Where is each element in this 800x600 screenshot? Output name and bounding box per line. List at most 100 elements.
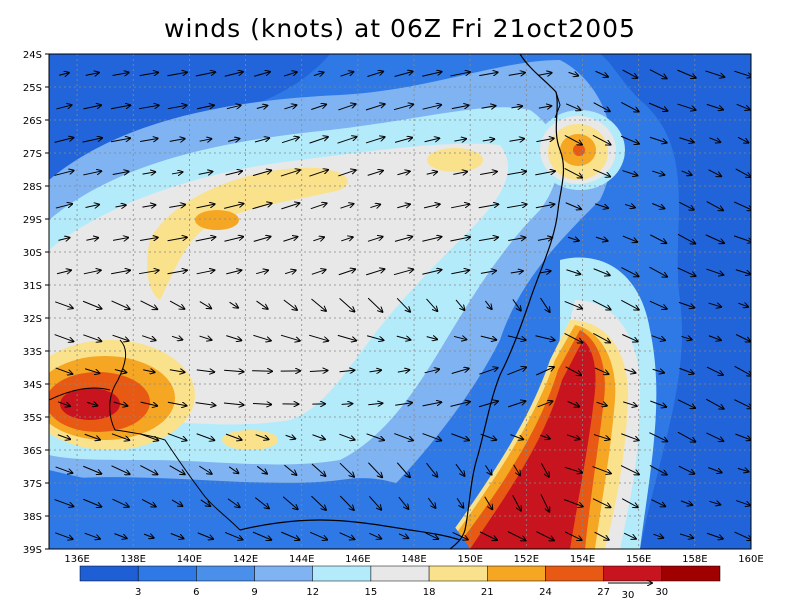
wind-vector [679,533,693,538]
wind-vector [366,335,383,341]
wind-vector [226,105,241,108]
wind-vector [340,72,354,77]
wind-vector [512,299,521,310]
wind-vector [369,532,381,538]
wind-vector [110,105,130,110]
wind-vector [142,335,155,341]
wind-vector [284,270,296,273]
wind-vector [453,172,467,175]
wind-vector [563,499,583,506]
wind-vector [592,498,611,508]
wind-vector [55,204,72,209]
wind-vector [567,237,579,240]
wind-vector [508,238,525,241]
colorbar-label: 15 [365,587,378,598]
wind-vector [253,334,270,340]
wind-vector [480,335,496,340]
wind-vector [540,494,549,511]
longitude-axis: 136E 138E 140E 142E 144E 146E 148E 150E 152E 154E… [64,554,763,565]
wind-vector [87,402,97,405]
colorbar-swatch [137,565,197,582]
wind-vector [453,336,466,339]
longitude-label: 156E [626,554,651,565]
wind-vector [114,533,126,539]
wind-vector [424,369,440,373]
latitude-label: 26S [23,116,42,127]
wind-vector [737,468,749,471]
wind-vector [85,73,99,76]
wind-vector [138,270,159,275]
colorbar-swatch [545,565,604,582]
wind-vector [397,370,410,372]
wind-vector [339,495,354,510]
wind-vector [539,271,551,273]
wind-vector [256,465,267,473]
wind-vector [313,72,324,75]
longitude-label: 136E [64,554,89,565]
wind-vector [596,402,607,406]
wind-vector [229,301,239,308]
wind-vector [199,336,211,340]
wind-vector [58,238,69,241]
wind-vector [479,72,497,75]
latitude-label: 34S [23,380,42,391]
wind-vector [114,369,126,372]
colorbar-label: 3 [135,587,141,598]
wind-vector [111,433,129,440]
wind-vector [84,368,99,374]
wind-vector [140,401,158,406]
wind-vector [224,204,243,209]
wind-vector [653,534,663,538]
wind-vector [111,465,130,474]
wind-vector [649,432,667,442]
wind-vector [422,433,442,441]
wind-vector [285,435,296,439]
wind-vector [678,301,694,307]
wind-vector [394,237,412,242]
wind-vector [280,334,300,341]
wind-vector [170,533,184,538]
wind-vector [112,238,128,241]
wind-vectors [54,69,751,541]
wind-vector [624,204,635,207]
wind-vector [54,334,74,342]
wind-vector [254,138,269,143]
wind-vector [395,403,412,406]
wind-vector [479,531,497,540]
wind-vector [200,499,210,506]
wind-vector [112,172,129,175]
wind-vector [537,238,552,241]
wind-vector [478,401,498,408]
wind-vector [313,237,324,241]
wind-vector [623,401,637,406]
colorbar-label: 24 [539,587,552,598]
wind-vector [422,72,441,77]
wind-vector [396,462,410,477]
wind-vector [256,270,268,273]
wind-vector [394,71,413,77]
wind-vector [169,370,185,372]
coastline [49,54,565,549]
latitude-label: 37S [23,479,42,490]
wind-vector [227,498,240,507]
latitude-label: 28S [23,182,42,193]
colorbar-label: 6 [193,587,199,598]
wind-vector [537,401,553,408]
wind-vector [337,334,356,340]
gridlines [49,54,751,549]
wind-vector [256,106,267,109]
wind-vector [735,334,750,342]
wind-vector [677,69,695,78]
wind-vector [167,72,187,77]
longitude-label: 140E [177,554,202,565]
wind-vector [567,400,579,406]
wind-vector [425,532,438,539]
wind-vector [281,137,299,144]
wind-vector [55,367,73,374]
wind-vector [455,299,464,310]
wind-vector [367,297,382,312]
wind-vector [507,401,525,408]
wind-vector [478,237,498,242]
wind-vector [256,300,268,309]
wind-vector [55,466,73,473]
